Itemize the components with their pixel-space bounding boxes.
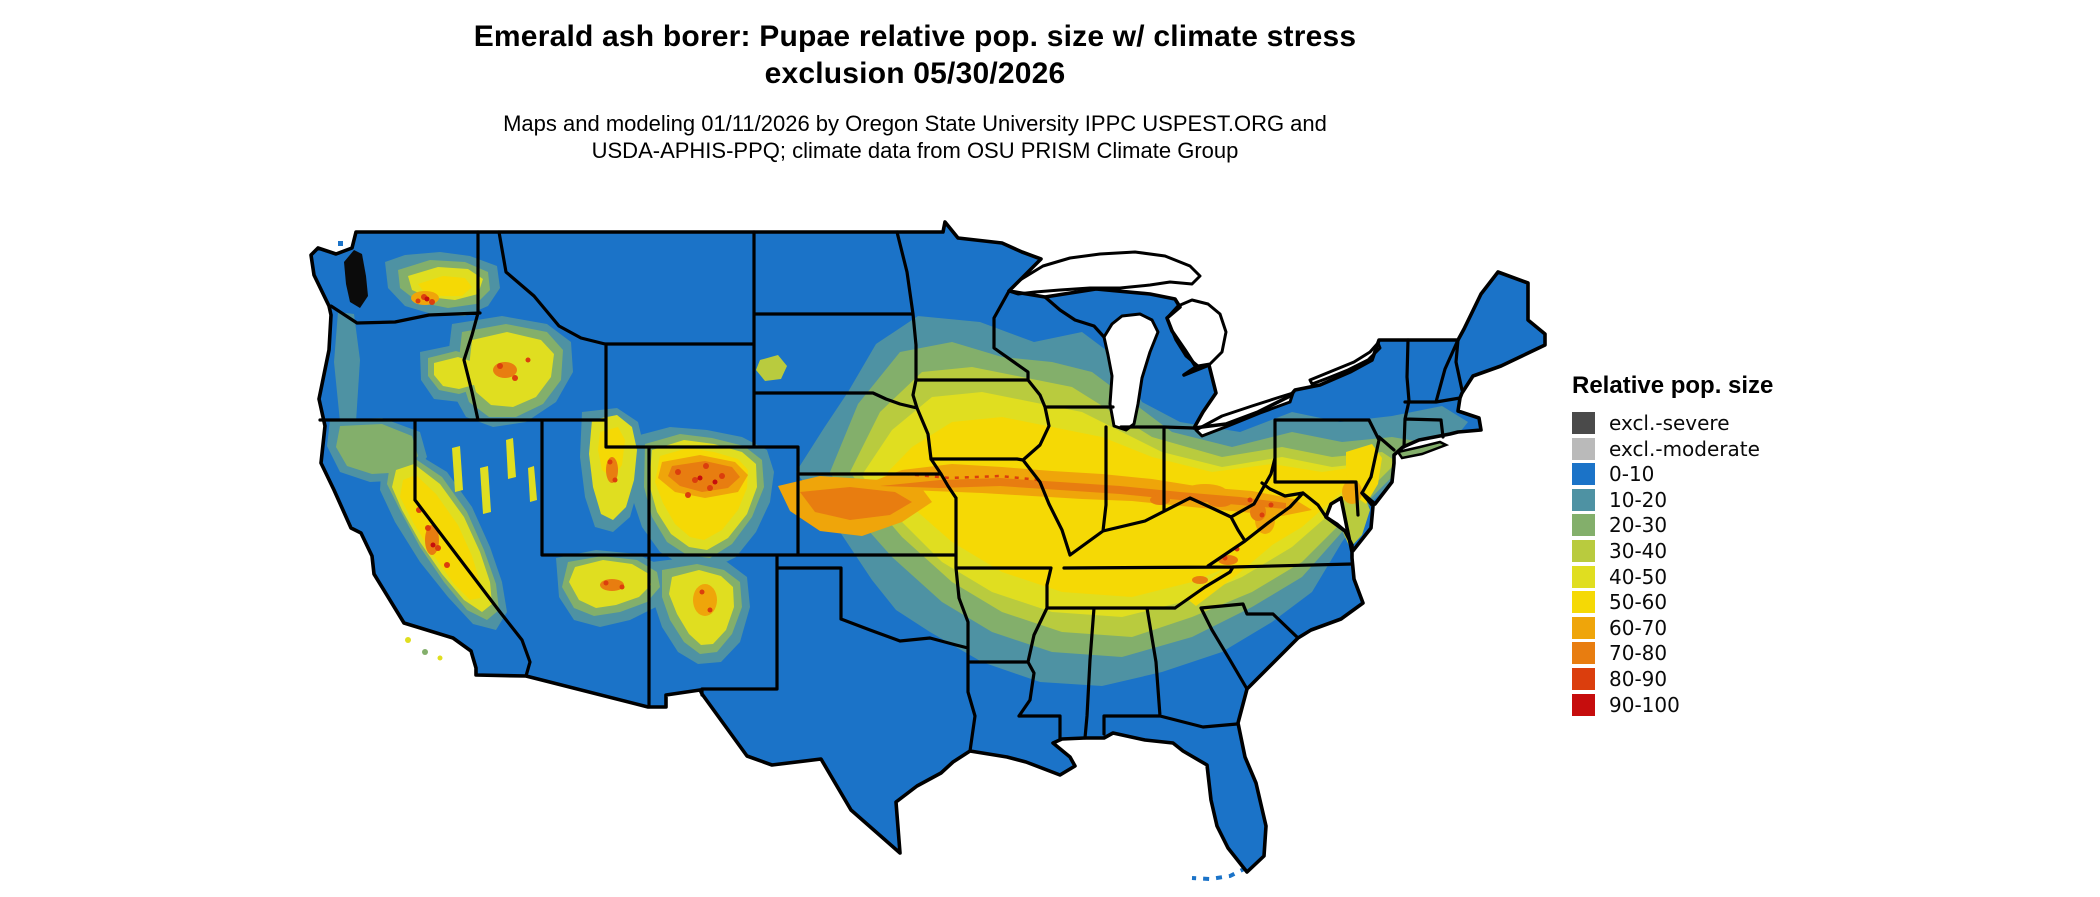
legend-swatch-30-40 [1572, 539, 1595, 562]
coast-speck [338, 241, 343, 246]
legend-swatch-20-30 [1572, 514, 1595, 537]
legend-row: excl.-severe [1572, 411, 1832, 435]
legend-swatch-60-70 [1572, 616, 1595, 639]
lake-ontario [1308, 341, 1382, 386]
lake-superior [1007, 250, 1202, 296]
legend-label: 80-90 [1609, 666, 1668, 691]
legend-row: 50-60 [1572, 590, 1832, 615]
legend-label: 60-70 [1609, 615, 1668, 640]
legend-label: 30-40 [1609, 538, 1668, 563]
legend: Relative pop. size excl.-severe excl.-mo… [1572, 372, 1832, 719]
legend-row: 20-30 [1572, 513, 1832, 538]
legend-row: 30-40 [1572, 538, 1832, 563]
legend-row: 90-100 [1572, 692, 1832, 717]
legend-label: 70-80 [1609, 641, 1668, 666]
legend-row: 0-10 [1572, 462, 1832, 487]
legend-row: 40-50 [1572, 564, 1832, 589]
map-subtitle-line1: Maps and modeling 01/11/2026 by Oregon S… [503, 111, 1327, 136]
legend-row: 80-90 [1572, 666, 1832, 691]
legend-label: 0-10 [1609, 462, 1655, 487]
legend-row: 70-80 [1572, 641, 1832, 666]
legend-label: excl.-severe [1609, 411, 1730, 435]
legend-swatch-80-90 [1572, 667, 1595, 690]
map-title-line2: exclusion 05/30/2026 [764, 57, 1066, 90]
legend-title: Relative pop. size [1572, 372, 1774, 399]
long-island [1395, 440, 1450, 460]
lake-michigan [1102, 312, 1160, 432]
map-subtitle-line2: USDA-APHIS-PPQ; climate data from OSU PR… [591, 138, 1239, 163]
legend-label: 50-60 [1609, 590, 1668, 615]
legend-swatch-90-100 [1572, 693, 1595, 716]
legend-label: 90-100 [1609, 692, 1680, 717]
state-borders [318, 230, 1464, 753]
legend-swatch-70-80 [1572, 642, 1595, 665]
raster-layers [311, 222, 1545, 872]
speckle-line [904, 472, 1041, 482]
layer-pop-80-90 [415, 294, 1274, 613]
great-lakes [1007, 250, 1382, 438]
us-outline [309, 220, 1547, 874]
channel-islands [405, 637, 443, 661]
legend-label: 40-50 [1609, 564, 1668, 589]
florida-keys [1191, 866, 1247, 882]
legend-swatch-excl-moderate [1572, 437, 1595, 460]
legend-swatch-excl-severe [1572, 412, 1595, 434]
legend-row: excl.-moderate [1572, 436, 1832, 461]
legend-swatch-50-60 [1572, 591, 1595, 614]
legend-label: 20-30 [1609, 513, 1668, 538]
legend-label: 10-20 [1609, 487, 1668, 512]
map-subtitle: Maps and modeling 01/11/2026 by Oregon S… [315, 110, 1515, 164]
header: Emerald ash borer: Pupae relative pop. s… [315, 18, 1515, 164]
puget-sound [344, 250, 368, 308]
lake-huron [1165, 298, 1228, 368]
legend-row: 10-20 [1572, 487, 1832, 512]
legend-row: 60-70 [1572, 615, 1832, 640]
map-title-line1: Emerald ash borer: Pupae relative pop. s… [473, 20, 1357, 53]
legend-swatch-10-20 [1572, 488, 1595, 511]
legend-swatch-40-50 [1572, 565, 1595, 588]
legend-label: excl.-moderate [1609, 436, 1760, 461]
layer-pop-70-80 [425, 362, 1286, 591]
legend-swatch-0-10 [1572, 463, 1595, 486]
layer-pop-90-100 [424, 296, 718, 548]
